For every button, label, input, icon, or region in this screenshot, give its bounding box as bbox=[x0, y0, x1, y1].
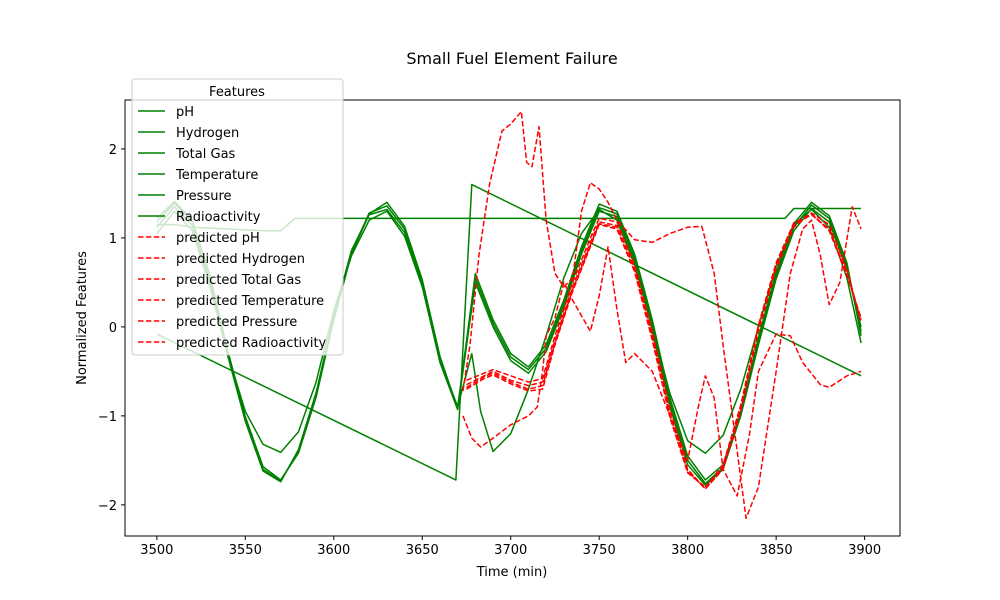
y-tick-label: 2 bbox=[109, 143, 117, 158]
legend-label: predicted pH bbox=[176, 231, 260, 246]
x-axis: 3500 3550 3600 3650 3700 3750 3800 3850 3900 bbox=[140, 536, 881, 558]
legend-label: Total Gas bbox=[175, 147, 236, 162]
legend-label: predicted Radioactivity bbox=[176, 336, 327, 351]
series-line-predicted-radioactivity bbox=[466, 213, 862, 489]
plot-area bbox=[156, 110, 862, 519]
legend-label: pH bbox=[176, 105, 194, 120]
series-line-predicted-total-gas bbox=[466, 213, 862, 488]
series-line-pressure bbox=[156, 183, 862, 481]
y-tick-label: −1 bbox=[98, 410, 117, 425]
chart-title: Small Fuel Element Failure bbox=[406, 49, 617, 68]
legend-entries: pH Hydrogen Total Gas Temperature Pressure Ra… bbox=[138, 105, 327, 351]
legend-label: predicted Temperature bbox=[176, 294, 324, 309]
x-tick-label: 3600 bbox=[317, 543, 350, 558]
legend-label: predicted Pressure bbox=[176, 315, 297, 330]
legend-label: Temperature bbox=[175, 168, 258, 183]
x-axis-title: Time (min) bbox=[476, 565, 548, 580]
legend-label: Hydrogen bbox=[176, 126, 239, 141]
y-tick-label: 1 bbox=[109, 232, 117, 247]
x-tick-label: 3500 bbox=[140, 543, 173, 558]
series-layer bbox=[156, 110, 862, 519]
legend-title: Features bbox=[209, 85, 265, 100]
axes-frame bbox=[124, 99, 901, 537]
x-tick-label: 3550 bbox=[229, 543, 262, 558]
y-axis: −2 −1 0 1 2 bbox=[98, 143, 125, 514]
series-line-radioactivity bbox=[156, 208, 862, 454]
y-tick-label: −2 bbox=[98, 499, 117, 514]
legend-label: predicted Hydrogen bbox=[176, 252, 305, 267]
x-tick-label: 3800 bbox=[671, 543, 704, 558]
legend: Features pH Hydrogen Total Gas Temperature P… bbox=[131, 78, 344, 356]
x-tick-label: 3650 bbox=[406, 543, 439, 558]
series-line-predicted-temperature bbox=[462, 110, 862, 519]
legend-box bbox=[131, 78, 344, 356]
y-tick-label: 0 bbox=[109, 321, 117, 336]
series-line-total-gas bbox=[156, 206, 862, 487]
x-tick-label: 3900 bbox=[848, 543, 881, 558]
legend-label: Pressure bbox=[176, 189, 232, 204]
series-line-predicted-pressure bbox=[462, 246, 862, 497]
y-axis-title: Normalized Features bbox=[75, 251, 90, 385]
legend-label: predicted Total Gas bbox=[176, 273, 301, 288]
series-line-predicted-ph bbox=[466, 212, 862, 490]
legend-label: Radioactivity bbox=[176, 210, 261, 225]
x-tick-label: 3750 bbox=[583, 543, 616, 558]
x-tick-label: 3700 bbox=[494, 543, 527, 558]
x-tick-label: 3850 bbox=[760, 543, 793, 558]
